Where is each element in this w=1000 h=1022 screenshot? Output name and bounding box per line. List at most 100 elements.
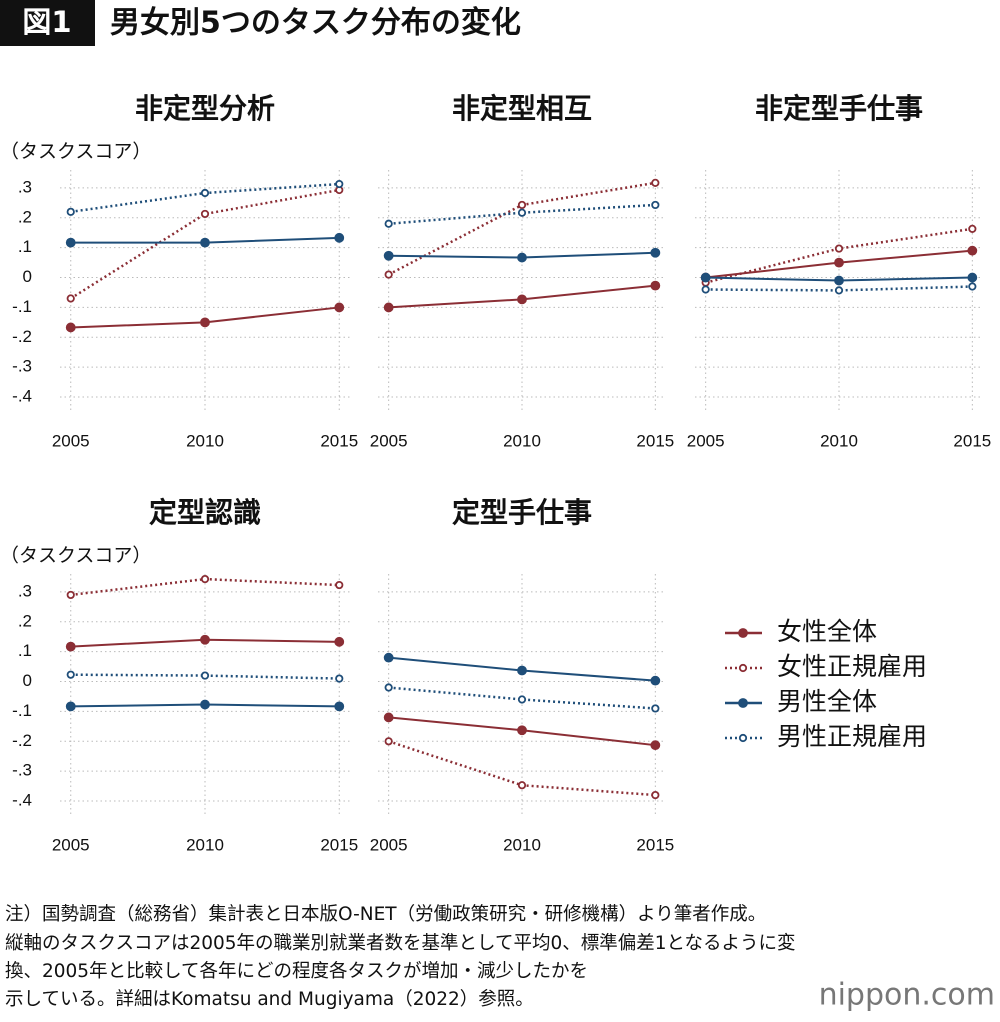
y-tick-label: -.2 <box>12 731 32 750</box>
legend-marker <box>738 628 748 638</box>
y-tick-label: -.3 <box>12 357 32 376</box>
legend-marker <box>738 663 748 673</box>
point <box>384 219 393 228</box>
x-tick-label: 2005 <box>687 431 725 450</box>
x-tick-label: 2015 <box>636 835 674 854</box>
point <box>517 200 527 210</box>
point <box>650 280 661 291</box>
point <box>200 671 210 680</box>
point <box>650 740 661 751</box>
note-line: 換、2005年と比較して各年にどの程度各タスクが増加・減少したかを <box>5 961 588 982</box>
y-tick-label: .2 <box>18 207 32 226</box>
point <box>65 322 76 333</box>
point <box>968 282 977 291</box>
point <box>384 683 393 692</box>
point <box>65 641 76 652</box>
point <box>967 245 978 256</box>
x-tick-label: 2010 <box>503 835 541 854</box>
x-tick-label: 2005 <box>52 835 90 854</box>
point <box>651 200 660 210</box>
point <box>200 188 210 198</box>
point <box>200 634 210 645</box>
panel-title: 非定型分析 <box>135 92 275 125</box>
y-axis-label: （タスクスコア） <box>0 141 151 163</box>
x-tick-label: 2010 <box>186 431 224 450</box>
point <box>517 695 527 704</box>
point <box>200 574 210 584</box>
point <box>200 317 210 328</box>
point <box>968 224 977 233</box>
point <box>651 178 660 187</box>
legend-label: 男性全体 <box>777 687 877 716</box>
legend-label: 男性正規雇用 <box>777 722 927 751</box>
point <box>700 272 711 283</box>
point <box>335 580 344 590</box>
note-line: 縦軸のタスクスコアは2005年の職業別就業者数を基準として平均0、標準偏差1とな… <box>5 933 795 954</box>
point <box>65 701 76 712</box>
x-tick-label: 2015 <box>953 431 991 450</box>
panel-title: 定型認識 <box>149 496 261 529</box>
x-tick-label: 2005 <box>52 431 90 450</box>
point <box>517 665 527 676</box>
series-line <box>705 227 973 284</box>
x-tick-label: 2010 <box>503 431 541 450</box>
point <box>517 294 527 305</box>
point <box>967 272 978 283</box>
legend-label: 女性全体 <box>777 617 877 646</box>
point <box>66 294 75 303</box>
point <box>66 670 75 679</box>
y-tick-label: .1 <box>18 237 32 256</box>
x-tick-label: 2005 <box>370 835 408 854</box>
point <box>200 237 210 248</box>
point <box>66 207 75 216</box>
legend-marker <box>738 733 748 743</box>
point <box>834 244 844 253</box>
panel-title: 定型手仕事 <box>452 496 592 529</box>
panel-title: 非定型相互 <box>452 92 592 125</box>
point <box>384 737 393 746</box>
point <box>517 252 527 263</box>
x-tick-label: 2015 <box>320 431 358 450</box>
point <box>701 285 710 294</box>
point <box>66 590 75 600</box>
note-line: 注）国勢調査（総務省）集計表と日本版O-NET（労働政策研究・研修機構）より筆者… <box>5 904 766 925</box>
badge: 図1 <box>22 5 71 39</box>
point <box>334 701 345 712</box>
point <box>650 675 661 686</box>
y-tick-label: -.4 <box>12 387 32 406</box>
legend-label: 女性正規雇用 <box>777 652 927 681</box>
point <box>384 270 393 279</box>
badge-box <box>0 0 95 46</box>
x-tick-label: 2015 <box>636 431 674 450</box>
point <box>200 699 210 710</box>
x-tick-label: 2010 <box>820 431 858 450</box>
point <box>65 237 76 248</box>
point <box>335 674 344 683</box>
y-tick-label: -.1 <box>12 701 32 720</box>
point <box>334 302 345 313</box>
legend-marker <box>738 698 748 708</box>
point <box>383 302 394 313</box>
point <box>834 257 844 268</box>
point <box>651 790 660 800</box>
point <box>834 286 844 295</box>
point <box>335 179 344 189</box>
y-tick-label: 0 <box>23 267 32 286</box>
x-tick-label: 2005 <box>370 431 408 450</box>
point <box>650 247 661 258</box>
point <box>834 275 844 286</box>
y-tick-label: -.2 <box>12 327 32 346</box>
y-tick-label: 0 <box>23 671 32 690</box>
point <box>651 704 660 713</box>
point <box>334 636 345 647</box>
y-tick-label: -.1 <box>12 297 32 316</box>
y-tick-label: .3 <box>18 177 32 196</box>
x-tick-label: 2015 <box>320 835 358 854</box>
point <box>383 652 394 663</box>
note-line: 示している。詳細はKomatsu and Mugiyama（2022）参照。 <box>5 989 534 1010</box>
panel-title: 非定型手仕事 <box>755 92 923 125</box>
y-tick-label: .3 <box>18 581 32 600</box>
y-tick-label: .1 <box>18 641 32 660</box>
point <box>334 232 345 243</box>
point <box>517 208 527 217</box>
